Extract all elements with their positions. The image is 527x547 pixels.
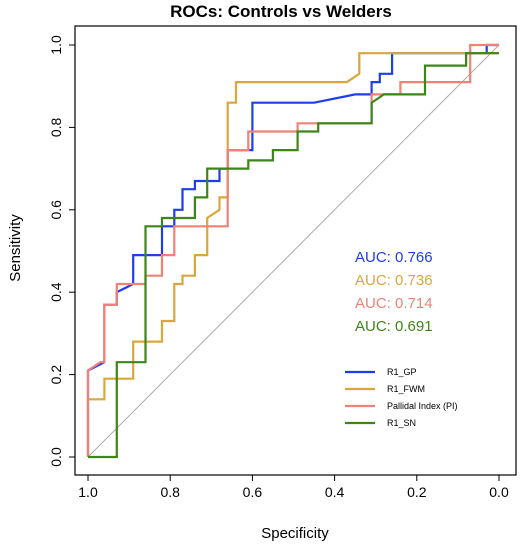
auc-label-0: AUC: 0.766 [355, 249, 433, 266]
auc-label-3: AUC: 0.691 [355, 318, 433, 335]
chart-title: ROCs: Controls vs Welders [170, 2, 392, 21]
y-tick-label: 0.0 [48, 447, 64, 467]
auc-label-1: AUC: 0.736 [355, 272, 433, 289]
x-axis-ticks: 1.0 0.8 0.6 0.4 0.2 0.0 [78, 475, 509, 500]
roc-curve-3 [88, 52, 499, 459]
x-tick-label: 0.6 [243, 484, 263, 500]
y-tick-label: 1.0 [48, 35, 64, 55]
y-tick-label: 0.2 [48, 365, 64, 385]
roc-curves-layer [86, 43, 499, 459]
y-tick-label: 0.8 [48, 117, 64, 137]
y-axis-ticks: 0.0 0.2 0.4 0.6 0.8 1.0 [48, 35, 75, 467]
y-tick-label: 0.6 [48, 200, 64, 220]
legend: R1_GP R1_FWM Pallidal Index (PI) R1_SN [345, 367, 458, 428]
x-tick-label: 1.0 [78, 484, 98, 500]
legend-label-2: Pallidal Index (PI) [387, 401, 458, 411]
roc-curve-1 [86, 52, 499, 457]
x-tick-label: 0.4 [325, 484, 345, 500]
plot-frame [74, 25, 517, 476]
legend-label-0: R1_GP [387, 367, 417, 377]
auc-label-2: AUC: 0.714 [355, 295, 433, 312]
reference-diagonal-line [87, 44, 500, 458]
roc-curve-0 [86, 43, 499, 457]
y-axis-label: Sensitivity [7, 214, 24, 282]
legend-label-3: R1_SN [387, 418, 416, 428]
legend-label-1: R1_FWM [387, 384, 425, 394]
auc-labels: AUC: 0.766 AUC: 0.736 AUC: 0.714 AUC: 0.691 [355, 249, 433, 335]
y-tick-label: 0.4 [48, 282, 64, 302]
x-tick-label: 0.0 [489, 484, 509, 500]
x-tick-label: 0.8 [160, 484, 180, 500]
reference-diagonal-layer [87, 44, 500, 458]
x-axis-label: Specificity [261, 525, 329, 542]
x-tick-label: 0.2 [407, 484, 427, 500]
